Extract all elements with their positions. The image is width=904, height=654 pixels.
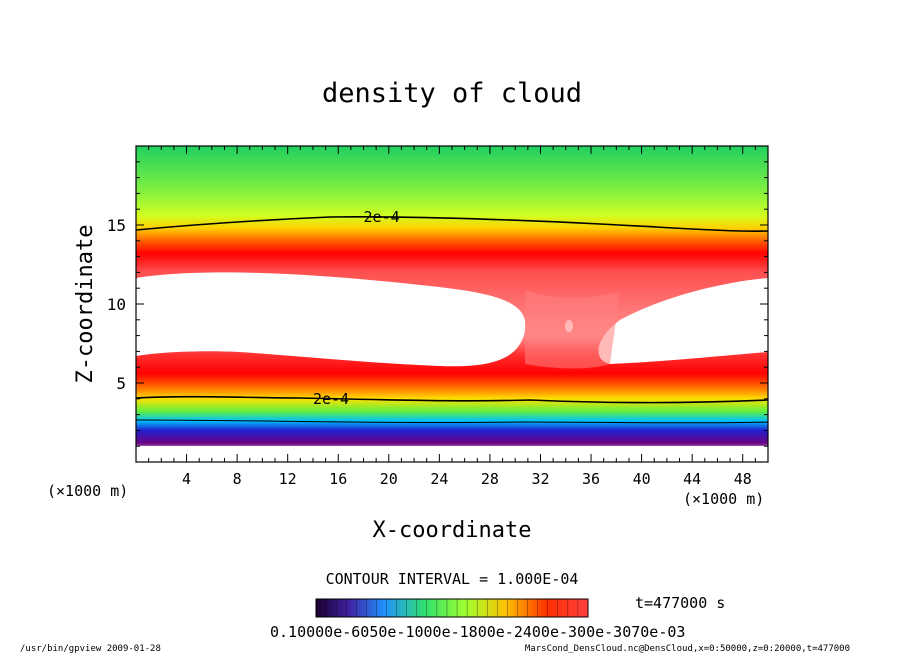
x-tick-label: 36: [582, 470, 600, 488]
contour-label: 2e-4: [313, 390, 349, 408]
footer-left: /usr/bin/gpview 2009-01-28: [20, 644, 161, 654]
contour-thin: [136, 419, 768, 424]
column-band: [525, 290, 620, 369]
bottom-white: [136, 446, 768, 462]
x-tick-label: 44: [683, 470, 701, 488]
contour-interval: CONTOUR INTERVAL = 1.000E-04: [326, 570, 579, 588]
x-tick-label: 32: [531, 470, 549, 488]
x-tick-label: 28: [481, 470, 499, 488]
x-unit-right: (×1000 m): [683, 490, 764, 508]
x-tick-label: 48: [734, 470, 752, 488]
y-tick-label: 5: [116, 374, 126, 393]
y-axis-label: Z-coordinate: [73, 225, 98, 384]
x-tick-label: 12: [279, 470, 297, 488]
x-axis-label: X-coordinate: [373, 518, 532, 543]
colorbar-ticks: [325, 599, 579, 617]
contour-label: 2e-4: [364, 208, 400, 226]
white-region-right: [598, 278, 768, 364]
x-unit-left: (×1000 m): [47, 482, 128, 500]
chart-title: density of cloud: [322, 78, 582, 109]
time-label: t=477000 s: [635, 594, 725, 612]
colorbar-labels: 0.10000e-6050e-1000e-1800e-2400e-300e-30…: [270, 623, 685, 641]
contour-lower: [136, 395, 768, 404]
x-tick-label: 20: [380, 470, 398, 488]
contour-labels: 2e-4 2e-4: [313, 208, 400, 408]
y-tick-label: 10: [107, 295, 126, 314]
x-axis-ticks: 4 8 12 16 20 24 28 32 36 40 44 48: [148, 146, 756, 488]
y-tick-label: 15: [107, 216, 126, 235]
heatmap-field: [136, 146, 768, 462]
white-region-left: [136, 272, 526, 367]
x-tick-label: 4: [182, 470, 191, 488]
x-tick-label: 40: [633, 470, 651, 488]
x-tick-label: 16: [329, 470, 347, 488]
colorbar: [315, 598, 589, 618]
x-tick-label: 24: [430, 470, 448, 488]
x-tick-label: 8: [233, 470, 242, 488]
contour-upper: [136, 216, 768, 232]
y-axis-ticks: 5 10 15: [107, 161, 768, 447]
footer-right: MarsCond_DensCloud.nc@DensCloud,x=0:5000…: [525, 644, 850, 654]
